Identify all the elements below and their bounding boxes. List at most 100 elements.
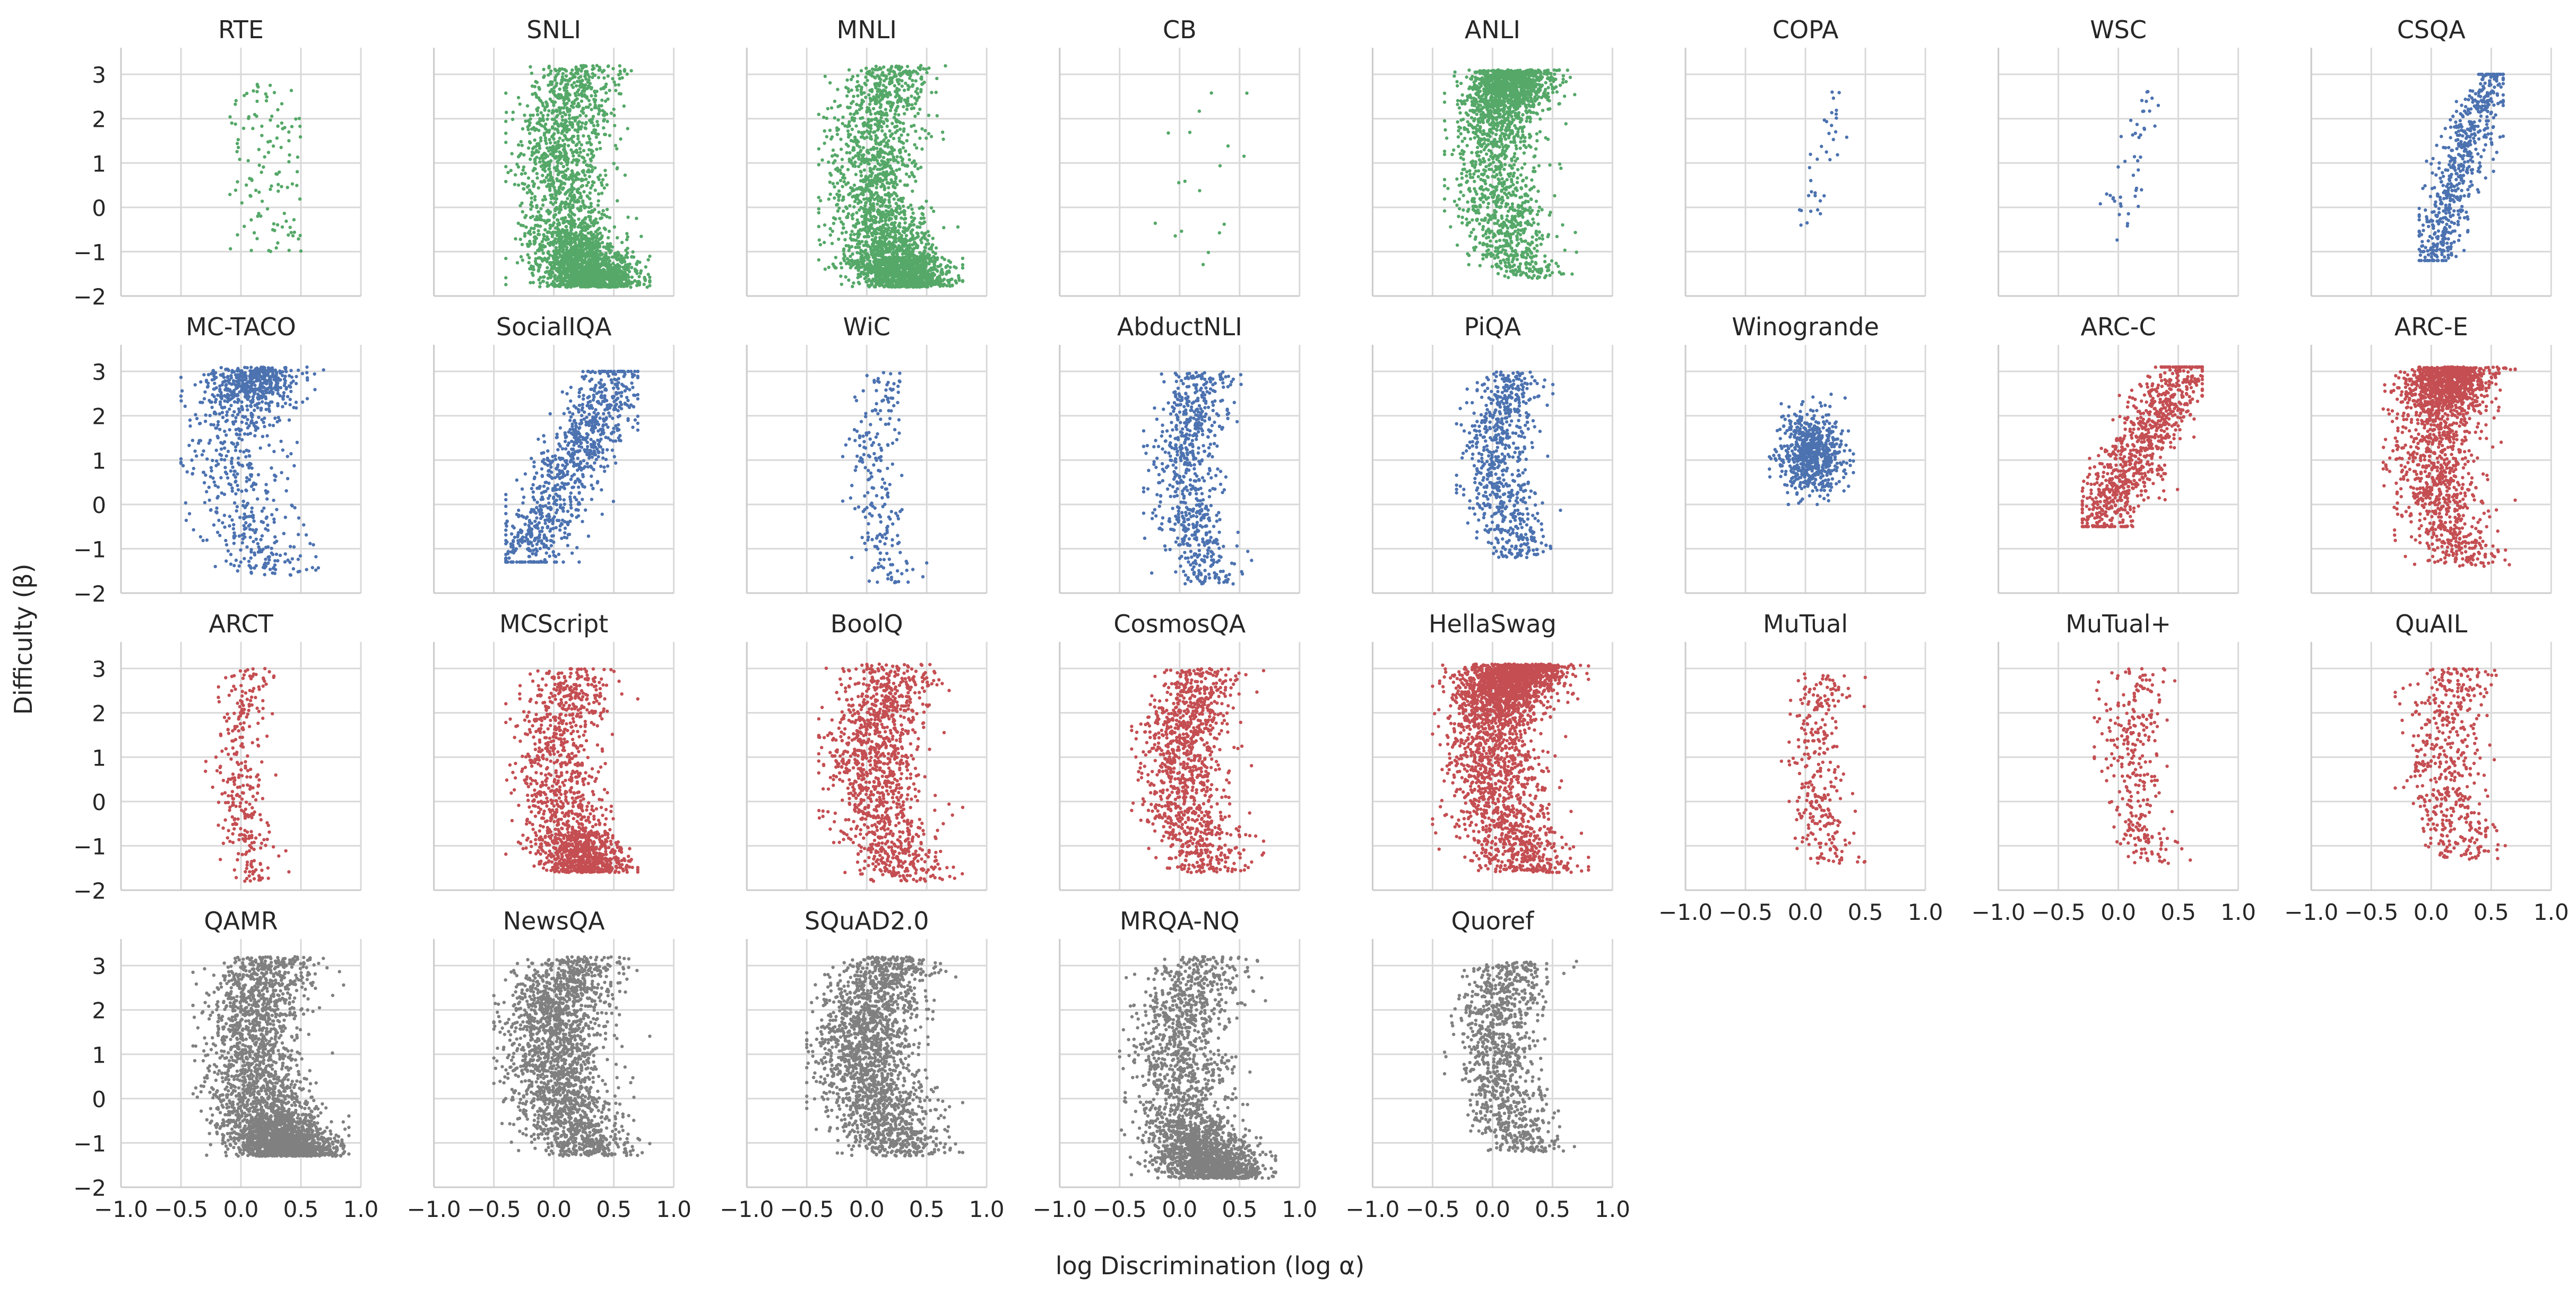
data-point bbox=[513, 183, 516, 186]
data-point bbox=[276, 108, 279, 111]
data-point bbox=[509, 169, 513, 172]
data-point bbox=[561, 138, 565, 142]
data-point bbox=[535, 215, 538, 218]
data-point bbox=[602, 126, 605, 129]
data-point bbox=[537, 106, 540, 109]
data-point bbox=[564, 245, 567, 248]
data-point bbox=[542, 251, 545, 255]
data-point bbox=[505, 111, 508, 114]
data-point bbox=[237, 146, 240, 149]
data-point bbox=[604, 91, 608, 94]
data-point bbox=[599, 217, 602, 220]
data-point bbox=[229, 247, 232, 250]
data-point bbox=[290, 125, 293, 128]
data-point bbox=[545, 185, 548, 188]
data-point bbox=[297, 237, 300, 240]
data-point bbox=[529, 158, 532, 161]
data-point bbox=[591, 72, 594, 75]
data-point bbox=[275, 136, 279, 140]
data-point bbox=[546, 284, 549, 288]
data-point bbox=[269, 140, 272, 143]
data-point bbox=[618, 77, 621, 80]
data-point bbox=[598, 108, 601, 111]
data-point bbox=[298, 125, 301, 128]
data-point bbox=[287, 160, 290, 163]
y-tick-label: −1 bbox=[73, 239, 106, 265]
data-point bbox=[595, 147, 598, 151]
data-point bbox=[234, 188, 237, 192]
data-point bbox=[290, 89, 293, 92]
data-point bbox=[280, 121, 283, 125]
data-point bbox=[293, 231, 296, 234]
data-point bbox=[299, 249, 302, 253]
data-point bbox=[540, 248, 543, 251]
data-point bbox=[526, 104, 529, 107]
data-point bbox=[581, 199, 584, 203]
data-point bbox=[586, 81, 589, 84]
data-point bbox=[522, 187, 525, 190]
data-point bbox=[592, 253, 595, 256]
data-point bbox=[570, 101, 574, 104]
data-point bbox=[298, 197, 301, 201]
data-point bbox=[539, 214, 542, 218]
data-point bbox=[504, 91, 507, 94]
data-point bbox=[549, 141, 552, 144]
data-point bbox=[235, 150, 238, 153]
data-point bbox=[593, 90, 596, 93]
data-point bbox=[518, 204, 522, 207]
data-point bbox=[527, 184, 530, 187]
data-point bbox=[587, 170, 591, 173]
data-point bbox=[529, 141, 532, 144]
data-point bbox=[539, 139, 542, 142]
data-point bbox=[584, 178, 587, 181]
data-point bbox=[599, 231, 602, 234]
data-point bbox=[504, 132, 507, 135]
data-point bbox=[566, 110, 569, 113]
data-point bbox=[543, 195, 546, 198]
data-point bbox=[644, 279, 647, 282]
data-point bbox=[529, 207, 532, 211]
data-point bbox=[600, 192, 603, 195]
data-point bbox=[563, 182, 566, 185]
data-point bbox=[521, 210, 524, 213]
data-point bbox=[257, 148, 261, 151]
data-point bbox=[597, 211, 600, 214]
data-point bbox=[520, 172, 523, 176]
data-point bbox=[565, 69, 568, 73]
data-point bbox=[558, 150, 561, 153]
data-point bbox=[556, 219, 559, 222]
data-point bbox=[599, 250, 602, 253]
data-point bbox=[546, 118, 549, 121]
data-point bbox=[543, 179, 546, 182]
data-point bbox=[260, 125, 263, 128]
data-point bbox=[276, 189, 280, 193]
data-point bbox=[538, 160, 541, 163]
data-point bbox=[537, 278, 540, 281]
data-point bbox=[612, 162, 616, 165]
data-point bbox=[517, 96, 520, 99]
data-point bbox=[592, 115, 595, 118]
data-point bbox=[600, 99, 603, 102]
data-point bbox=[573, 75, 576, 79]
data-point bbox=[592, 181, 595, 184]
y-tick-label: −2 bbox=[73, 284, 106, 310]
data-point bbox=[281, 127, 284, 130]
data-point bbox=[249, 218, 253, 221]
data-point bbox=[594, 94, 597, 97]
data-point bbox=[590, 94, 593, 97]
data-point bbox=[593, 208, 596, 211]
y-tick-label: 1 bbox=[92, 151, 106, 177]
data-point bbox=[608, 134, 611, 137]
data-point bbox=[644, 265, 647, 268]
data-point bbox=[539, 282, 542, 285]
data-point bbox=[256, 83, 259, 86]
data-point bbox=[614, 144, 617, 147]
data-point bbox=[535, 121, 539, 125]
data-point bbox=[619, 137, 622, 141]
data-point bbox=[626, 215, 629, 219]
data-point bbox=[589, 103, 592, 106]
data-point bbox=[571, 116, 574, 119]
data-point bbox=[563, 78, 566, 81]
data-point bbox=[579, 75, 582, 78]
data-point bbox=[526, 125, 529, 128]
